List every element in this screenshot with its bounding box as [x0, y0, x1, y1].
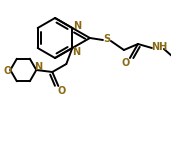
Text: S: S — [103, 34, 110, 44]
Text: O: O — [3, 66, 11, 76]
Text: NH: NH — [151, 42, 167, 52]
Text: N: N — [72, 47, 80, 57]
Text: N: N — [73, 21, 81, 31]
Text: O: O — [122, 58, 130, 68]
Text: N: N — [34, 62, 42, 72]
Text: O: O — [57, 86, 65, 96]
